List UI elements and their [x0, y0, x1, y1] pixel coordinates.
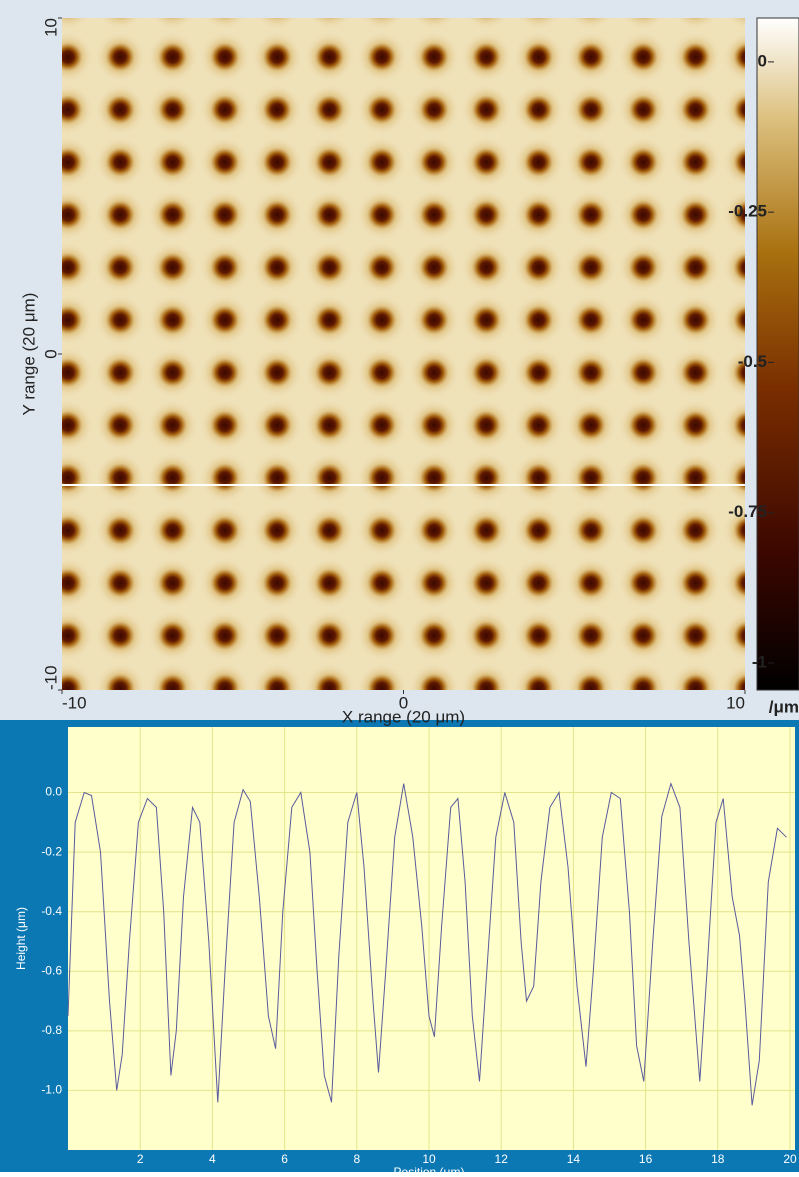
line-chart: 0.0 -0.2 -0.4 -0.6 -0.8 -1.0 2 4 6 8 10 12 14 16 18 20 P… [14, 727, 797, 1177]
y-tick-label: 10 [41, 18, 60, 37]
colorbar [756, 17, 799, 691]
height-map [62, 18, 745, 690]
y-tick-label: 0 [41, 349, 60, 358]
x-tick-label: -10 [62, 693, 87, 712]
y-tick-label: -1.0 [41, 1083, 62, 1097]
colorbar-tick-label: -0.25 [728, 202, 767, 221]
plot-area [68, 727, 795, 1150]
y-tick-label: -0.8 [41, 1023, 62, 1037]
x-tick-label: 2 [137, 1152, 144, 1166]
x-tick-label: 10 [422, 1152, 436, 1166]
x-tick-label: 18 [711, 1152, 725, 1166]
x-axis-label: X range (20 μm) [342, 707, 465, 726]
x-tick-label: 12 [495, 1152, 509, 1166]
y-axis-label: Y range (20 μm) [19, 293, 38, 416]
colorbar-tick-label: -1 [752, 652, 767, 671]
y-tick-label: -0.2 [41, 844, 62, 858]
y-tick-label: -0.6 [41, 963, 62, 977]
x-tick-label: 4 [209, 1152, 216, 1166]
x-axis-label: Position (μm) [394, 1165, 465, 1172]
colorbar-tick-label: -0.75 [728, 502, 767, 521]
y-tick-label: -10 [41, 665, 60, 690]
y-axis-label: Height (μm) [14, 907, 28, 970]
y-tick-label: 0.0 [45, 785, 62, 799]
colorbar-tick-label: -0.5 [738, 352, 767, 371]
colorbar-tick-label: 0 [758, 51, 767, 70]
colorbar-label: /μm [769, 697, 799, 716]
x-tick-label: 20 [783, 1152, 797, 1166]
y-tick-label: -0.4 [41, 904, 62, 918]
x-tick-label: 10 [726, 693, 745, 712]
x-tick-label: 8 [353, 1152, 360, 1166]
x-tick-label: 0 [399, 693, 408, 712]
x-tick-label: 14 [567, 1152, 581, 1166]
x-tick-label: 16 [639, 1152, 653, 1166]
profile-line [67, 781, 787, 1106]
x-tick-label: 6 [281, 1152, 288, 1166]
